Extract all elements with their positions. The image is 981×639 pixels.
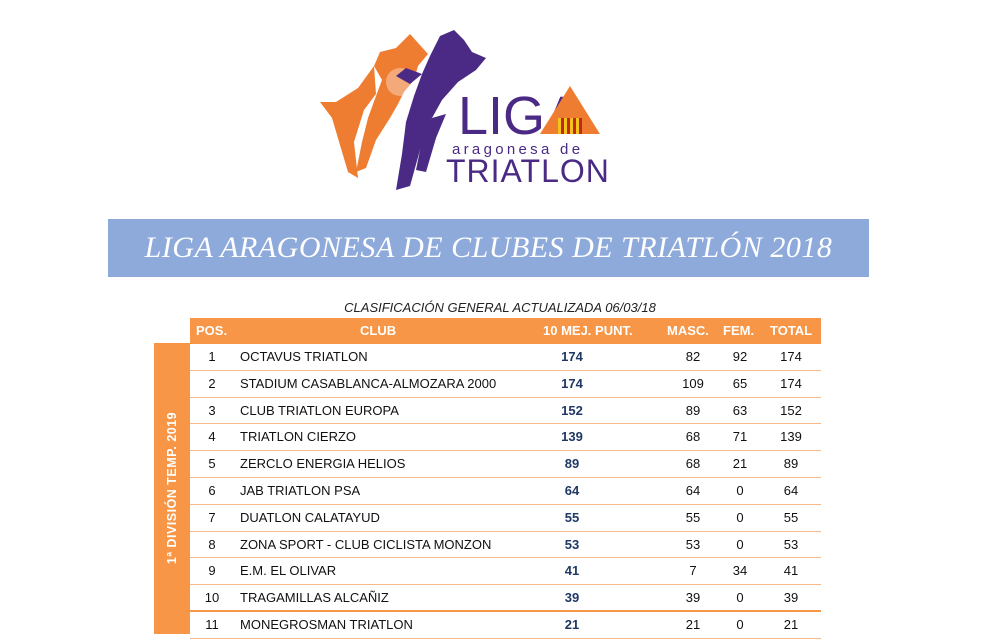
cell-fem: 71 xyxy=(732,429,748,445)
header-club: CLUB xyxy=(360,323,397,338)
cell-best-points: 55 xyxy=(564,509,580,525)
cell-total: 89 xyxy=(783,456,799,472)
cell-total: 21 xyxy=(783,617,799,633)
cell-club: TRIATLON CIERZO xyxy=(240,429,357,445)
cell-position: 5 xyxy=(208,456,216,472)
cell-best-points: 174 xyxy=(561,349,583,364)
cell-masc: 21 xyxy=(685,617,701,633)
cell-position: 6 xyxy=(208,482,216,498)
cell-fem: 0 xyxy=(736,590,744,606)
cell-best-points: 152 xyxy=(561,402,583,418)
cell-fem: 34 xyxy=(732,563,748,579)
cell-fem: 92 xyxy=(732,349,748,364)
cell-total: 64 xyxy=(783,482,799,498)
table-row: 1 OCTAVUS TRIATLON 174 82 92 174 xyxy=(190,344,821,371)
cell-masc: 89 xyxy=(685,402,701,418)
cell-fem: 63 xyxy=(732,402,748,418)
cell-masc: 53 xyxy=(685,536,701,552)
cell-masc: 68 xyxy=(685,429,701,445)
cell-position: 11 xyxy=(205,617,219,633)
cell-total: 39 xyxy=(783,590,799,606)
cell-best-points: 21 xyxy=(564,617,580,633)
cell-club: OCTAVUS TRIATLON xyxy=(240,349,368,364)
cell-fem: 65 xyxy=(732,375,748,391)
table-header: POS. CLUB 10 MEJ. PUNT. MASC. FEM. TOTAL xyxy=(190,318,821,344)
cell-position: 10 xyxy=(204,590,220,606)
cell-masc: 109 xyxy=(682,375,704,391)
title-banner: LIGA ARAGONESA DE CLUBES DE TRIATLÓN 201… xyxy=(108,219,869,277)
cell-best-points: 139 xyxy=(561,429,583,445)
table-row: 4 TRIATLON CIERZO 139 68 71 139 xyxy=(190,424,821,452)
header-pos: POS. xyxy=(196,323,228,338)
cell-best-points: 39 xyxy=(564,590,580,606)
cell-club: JAB TRIATLON PSA xyxy=(240,482,361,498)
standings-table: 1 OCTAVUS TRIATLON 174 82 92 174 2 STADIUM CASA… xyxy=(190,344,821,639)
header-fem: FEM. xyxy=(723,323,755,338)
cell-club: ZERCLO ENERGIA HELIOS xyxy=(240,456,406,472)
triathlete-logo-icon: LIGA aragonesa de TRIATLON xyxy=(320,30,610,190)
table-row: 5 ZERCLO ENERGIA HELIOS 89 68 21 89 xyxy=(190,451,821,478)
header-points: 10 MEJ. PUNT. xyxy=(543,323,633,338)
cell-total: 53 xyxy=(783,536,799,552)
cell-club: E.M. EL OLIVAR xyxy=(240,563,337,579)
cell-total: 152 xyxy=(780,402,802,418)
cell-fem: 21 xyxy=(732,456,748,472)
header-total: TOTAL xyxy=(770,323,813,338)
cell-best-points: 174 xyxy=(561,375,583,391)
cell-masc: 68 xyxy=(685,456,701,472)
cell-club: ZONA SPORT - CLUB CICLISTA MONZON xyxy=(240,536,492,552)
liga-logo: LIGA aragonesa de TRIATLON xyxy=(318,22,643,202)
table-row: 7 DUATLON CALATAYUD 55 55 0 55 xyxy=(190,505,821,532)
classification-subtitle: CLASIFICACIÓN GENERAL ACTUALIZADA 06/03/… xyxy=(344,300,656,315)
cell-club: CLUB TRIATLON EUROPA xyxy=(240,402,399,418)
cell-fem: 0 xyxy=(736,536,744,552)
cell-fem: 0 xyxy=(736,617,744,633)
table-row: 2 STADIUM CASABLANCA-ALMOZARA 2000 174 109 6… xyxy=(190,371,821,398)
header-masc: MASC. xyxy=(667,323,709,338)
cell-total: 174 xyxy=(780,375,802,391)
cell-position: 9 xyxy=(208,563,216,579)
logo-bottom-text: TRIATLON xyxy=(446,153,610,189)
table-row: 6 JAB TRIATLON PSA 64 64 0 64 xyxy=(190,478,821,505)
cell-fem: 0 xyxy=(736,509,744,525)
cell-position: 2 xyxy=(208,375,216,391)
cell-position: 7 xyxy=(208,509,216,525)
cell-total: 139 xyxy=(780,429,802,445)
cell-best-points: 64 xyxy=(564,482,580,498)
cell-total: 55 xyxy=(783,509,799,525)
cell-masc: 82 xyxy=(685,349,701,364)
division-sidebar: 1ª DIVISIÓN TEMP. 2019 xyxy=(154,343,190,634)
cell-masc: 39 xyxy=(685,590,701,606)
cell-masc: 64 xyxy=(685,482,701,498)
cell-club: MONEGROSMAN TRIATLON xyxy=(240,617,413,633)
logo-middle-text: aragonesa de xyxy=(452,141,583,158)
cell-masc: 55 xyxy=(685,509,701,525)
cell-total: 41 xyxy=(783,563,799,579)
division-label: 1ª DIVISIÓN TEMP. 2019 xyxy=(165,411,179,565)
table-row: 9 E.M. EL OLIVAR 41 7 34 41 xyxy=(190,558,821,586)
cell-masc: 7 xyxy=(689,563,697,579)
cell-position: 3 xyxy=(208,402,216,418)
cell-best-points: 53 xyxy=(564,536,580,552)
cell-position: 1 xyxy=(208,349,216,364)
cell-club: STADIUM CASABLANCA-ALMOZARA 2000 xyxy=(240,375,497,391)
table-row: 3 CLUB TRIATLON EUROPA 152 89 63 152 xyxy=(190,398,821,425)
cell-total: 174 xyxy=(780,349,802,364)
cell-position: 4 xyxy=(208,429,216,445)
table-row: 10 TRAGAMILLAS ALCAÑIZ 39 39 0 39 xyxy=(190,585,821,613)
cell-fem: 0 xyxy=(736,482,744,498)
cell-club: DUATLON CALATAYUD xyxy=(240,509,380,525)
cell-best-points: 41 xyxy=(564,563,580,579)
table-row: 8 ZONA SPORT - CLUB CICLISTA MONZON 53 53 0 5… xyxy=(190,532,821,559)
table-row: 11 MONEGROSMAN TRIATLON 21 21 0 21 xyxy=(190,612,821,639)
page-title: LIGA ARAGONESA DE CLUBES DE TRIATLÓN 201… xyxy=(144,231,833,264)
cell-position: 8 xyxy=(208,536,216,552)
cell-best-points: 89 xyxy=(564,456,580,472)
cell-club: TRAGAMILLAS ALCAÑIZ xyxy=(240,590,389,606)
